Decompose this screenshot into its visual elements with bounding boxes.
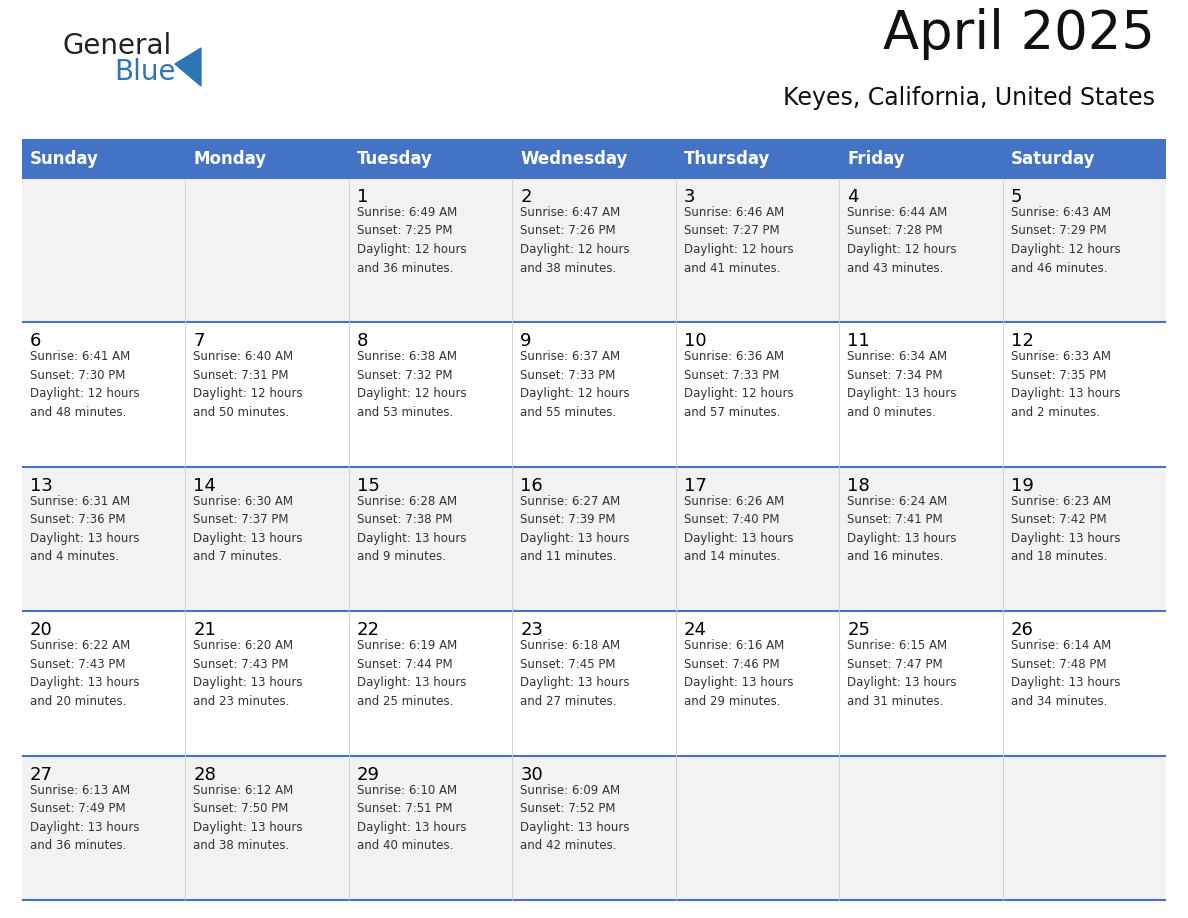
Text: Friday: Friday bbox=[847, 150, 905, 168]
Text: 25: 25 bbox=[847, 621, 870, 639]
Text: Sunrise: 6:47 AM
Sunset: 7:26 PM
Daylight: 12 hours
and 38 minutes.: Sunrise: 6:47 AM Sunset: 7:26 PM Dayligh… bbox=[520, 206, 630, 274]
Text: 20: 20 bbox=[30, 621, 52, 639]
Text: 17: 17 bbox=[684, 476, 707, 495]
Text: 7: 7 bbox=[194, 332, 204, 351]
Text: Sunrise: 6:46 AM
Sunset: 7:27 PM
Daylight: 12 hours
and 41 minutes.: Sunrise: 6:46 AM Sunset: 7:27 PM Dayligh… bbox=[684, 206, 794, 274]
Text: Sunrise: 6:22 AM
Sunset: 7:43 PM
Daylight: 13 hours
and 20 minutes.: Sunrise: 6:22 AM Sunset: 7:43 PM Dayligh… bbox=[30, 639, 139, 708]
Text: 3: 3 bbox=[684, 188, 695, 206]
Text: Sunrise: 6:43 AM
Sunset: 7:29 PM
Daylight: 12 hours
and 46 minutes.: Sunrise: 6:43 AM Sunset: 7:29 PM Dayligh… bbox=[1011, 206, 1120, 274]
Text: Sunrise: 6:41 AM
Sunset: 7:30 PM
Daylight: 12 hours
and 48 minutes.: Sunrise: 6:41 AM Sunset: 7:30 PM Dayligh… bbox=[30, 351, 140, 419]
Text: Saturday: Saturday bbox=[1011, 150, 1095, 168]
Text: 4: 4 bbox=[847, 188, 859, 206]
Text: 24: 24 bbox=[684, 621, 707, 639]
Text: Sunrise: 6:19 AM
Sunset: 7:44 PM
Daylight: 13 hours
and 25 minutes.: Sunrise: 6:19 AM Sunset: 7:44 PM Dayligh… bbox=[356, 639, 467, 708]
Text: April 2025: April 2025 bbox=[883, 8, 1155, 60]
Bar bbox=[23, 756, 1165, 900]
Text: 9: 9 bbox=[520, 332, 532, 351]
Text: 16: 16 bbox=[520, 476, 543, 495]
Text: Sunrise: 6:27 AM
Sunset: 7:39 PM
Daylight: 13 hours
and 11 minutes.: Sunrise: 6:27 AM Sunset: 7:39 PM Dayligh… bbox=[520, 495, 630, 564]
Text: 22: 22 bbox=[356, 621, 380, 639]
Text: Tuesday: Tuesday bbox=[356, 150, 432, 168]
Text: 19: 19 bbox=[1011, 476, 1034, 495]
Text: 2: 2 bbox=[520, 188, 532, 206]
Text: 5: 5 bbox=[1011, 188, 1022, 206]
Text: Sunrise: 6:10 AM
Sunset: 7:51 PM
Daylight: 13 hours
and 40 minutes.: Sunrise: 6:10 AM Sunset: 7:51 PM Dayligh… bbox=[356, 784, 467, 852]
Text: 27: 27 bbox=[30, 766, 53, 784]
Text: 14: 14 bbox=[194, 476, 216, 495]
Text: Sunrise: 6:36 AM
Sunset: 7:33 PM
Daylight: 12 hours
and 57 minutes.: Sunrise: 6:36 AM Sunset: 7:33 PM Dayligh… bbox=[684, 351, 794, 419]
Text: Wednesday: Wednesday bbox=[520, 150, 627, 168]
Text: 30: 30 bbox=[520, 766, 543, 784]
Text: Sunrise: 6:38 AM
Sunset: 7:32 PM
Daylight: 12 hours
and 53 minutes.: Sunrise: 6:38 AM Sunset: 7:32 PM Dayligh… bbox=[356, 351, 467, 419]
Text: 13: 13 bbox=[30, 476, 53, 495]
Text: 1: 1 bbox=[356, 188, 368, 206]
Text: Sunrise: 6:26 AM
Sunset: 7:40 PM
Daylight: 13 hours
and 14 minutes.: Sunrise: 6:26 AM Sunset: 7:40 PM Dayligh… bbox=[684, 495, 794, 564]
Text: 26: 26 bbox=[1011, 621, 1034, 639]
Text: Keyes, California, United States: Keyes, California, United States bbox=[783, 86, 1155, 110]
Text: Sunrise: 6:40 AM
Sunset: 7:31 PM
Daylight: 12 hours
and 50 minutes.: Sunrise: 6:40 AM Sunset: 7:31 PM Dayligh… bbox=[194, 351, 303, 419]
Text: Sunrise: 6:37 AM
Sunset: 7:33 PM
Daylight: 12 hours
and 55 minutes.: Sunrise: 6:37 AM Sunset: 7:33 PM Dayligh… bbox=[520, 351, 630, 419]
Bar bbox=[23, 140, 1165, 178]
Text: 21: 21 bbox=[194, 621, 216, 639]
Text: Sunrise: 6:34 AM
Sunset: 7:34 PM
Daylight: 13 hours
and 0 minutes.: Sunrise: 6:34 AM Sunset: 7:34 PM Dayligh… bbox=[847, 351, 956, 419]
Text: Sunrise: 6:24 AM
Sunset: 7:41 PM
Daylight: 13 hours
and 16 minutes.: Sunrise: 6:24 AM Sunset: 7:41 PM Dayligh… bbox=[847, 495, 956, 564]
Text: Blue: Blue bbox=[114, 58, 176, 86]
Text: 18: 18 bbox=[847, 476, 870, 495]
Text: Monday: Monday bbox=[194, 150, 266, 168]
Text: General: General bbox=[62, 32, 171, 60]
Text: Sunrise: 6:16 AM
Sunset: 7:46 PM
Daylight: 13 hours
and 29 minutes.: Sunrise: 6:16 AM Sunset: 7:46 PM Dayligh… bbox=[684, 639, 794, 708]
Text: Sunrise: 6:14 AM
Sunset: 7:48 PM
Daylight: 13 hours
and 34 minutes.: Sunrise: 6:14 AM Sunset: 7:48 PM Dayligh… bbox=[1011, 639, 1120, 708]
Text: Sunrise: 6:09 AM
Sunset: 7:52 PM
Daylight: 13 hours
and 42 minutes.: Sunrise: 6:09 AM Sunset: 7:52 PM Dayligh… bbox=[520, 784, 630, 852]
Text: Sunrise: 6:13 AM
Sunset: 7:49 PM
Daylight: 13 hours
and 36 minutes.: Sunrise: 6:13 AM Sunset: 7:49 PM Dayligh… bbox=[30, 784, 139, 852]
Text: Sunrise: 6:49 AM
Sunset: 7:25 PM
Daylight: 12 hours
and 36 minutes.: Sunrise: 6:49 AM Sunset: 7:25 PM Dayligh… bbox=[356, 206, 467, 274]
Text: Sunrise: 6:31 AM
Sunset: 7:36 PM
Daylight: 13 hours
and 4 minutes.: Sunrise: 6:31 AM Sunset: 7:36 PM Dayligh… bbox=[30, 495, 139, 564]
Text: 6: 6 bbox=[30, 332, 42, 351]
Text: Sunrise: 6:18 AM
Sunset: 7:45 PM
Daylight: 13 hours
and 27 minutes.: Sunrise: 6:18 AM Sunset: 7:45 PM Dayligh… bbox=[520, 639, 630, 708]
Bar bbox=[23, 611, 1165, 756]
Bar bbox=[23, 322, 1165, 466]
Text: 15: 15 bbox=[356, 476, 380, 495]
Text: 11: 11 bbox=[847, 332, 870, 351]
Text: 28: 28 bbox=[194, 766, 216, 784]
Text: 8: 8 bbox=[356, 332, 368, 351]
Text: 29: 29 bbox=[356, 766, 380, 784]
Text: 12: 12 bbox=[1011, 332, 1034, 351]
Text: Sunrise: 6:12 AM
Sunset: 7:50 PM
Daylight: 13 hours
and 38 minutes.: Sunrise: 6:12 AM Sunset: 7:50 PM Dayligh… bbox=[194, 784, 303, 852]
Text: Sunrise: 6:15 AM
Sunset: 7:47 PM
Daylight: 13 hours
and 31 minutes.: Sunrise: 6:15 AM Sunset: 7:47 PM Dayligh… bbox=[847, 639, 956, 708]
Text: Sunrise: 6:30 AM
Sunset: 7:37 PM
Daylight: 13 hours
and 7 minutes.: Sunrise: 6:30 AM Sunset: 7:37 PM Dayligh… bbox=[194, 495, 303, 564]
Text: Sunrise: 6:20 AM
Sunset: 7:43 PM
Daylight: 13 hours
and 23 minutes.: Sunrise: 6:20 AM Sunset: 7:43 PM Dayligh… bbox=[194, 639, 303, 708]
Bar bbox=[23, 466, 1165, 611]
Text: Sunrise: 6:23 AM
Sunset: 7:42 PM
Daylight: 13 hours
and 18 minutes.: Sunrise: 6:23 AM Sunset: 7:42 PM Dayligh… bbox=[1011, 495, 1120, 564]
Text: Sunrise: 6:44 AM
Sunset: 7:28 PM
Daylight: 12 hours
and 43 minutes.: Sunrise: 6:44 AM Sunset: 7:28 PM Dayligh… bbox=[847, 206, 956, 274]
Text: Sunday: Sunday bbox=[30, 150, 99, 168]
Text: Sunrise: 6:28 AM
Sunset: 7:38 PM
Daylight: 13 hours
and 9 minutes.: Sunrise: 6:28 AM Sunset: 7:38 PM Dayligh… bbox=[356, 495, 467, 564]
Bar bbox=[23, 178, 1165, 322]
Text: 23: 23 bbox=[520, 621, 543, 639]
Text: Thursday: Thursday bbox=[684, 150, 770, 168]
Text: Sunrise: 6:33 AM
Sunset: 7:35 PM
Daylight: 13 hours
and 2 minutes.: Sunrise: 6:33 AM Sunset: 7:35 PM Dayligh… bbox=[1011, 351, 1120, 419]
Polygon shape bbox=[175, 48, 201, 86]
Text: 10: 10 bbox=[684, 332, 707, 351]
